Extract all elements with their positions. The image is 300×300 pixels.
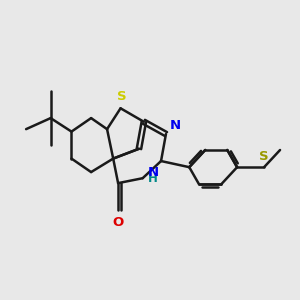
Text: O: O <box>112 215 124 229</box>
Text: N: N <box>169 118 181 132</box>
Text: H: H <box>148 172 158 185</box>
Text: N: N <box>148 166 159 178</box>
Text: S: S <box>259 150 269 163</box>
Text: S: S <box>117 90 127 103</box>
